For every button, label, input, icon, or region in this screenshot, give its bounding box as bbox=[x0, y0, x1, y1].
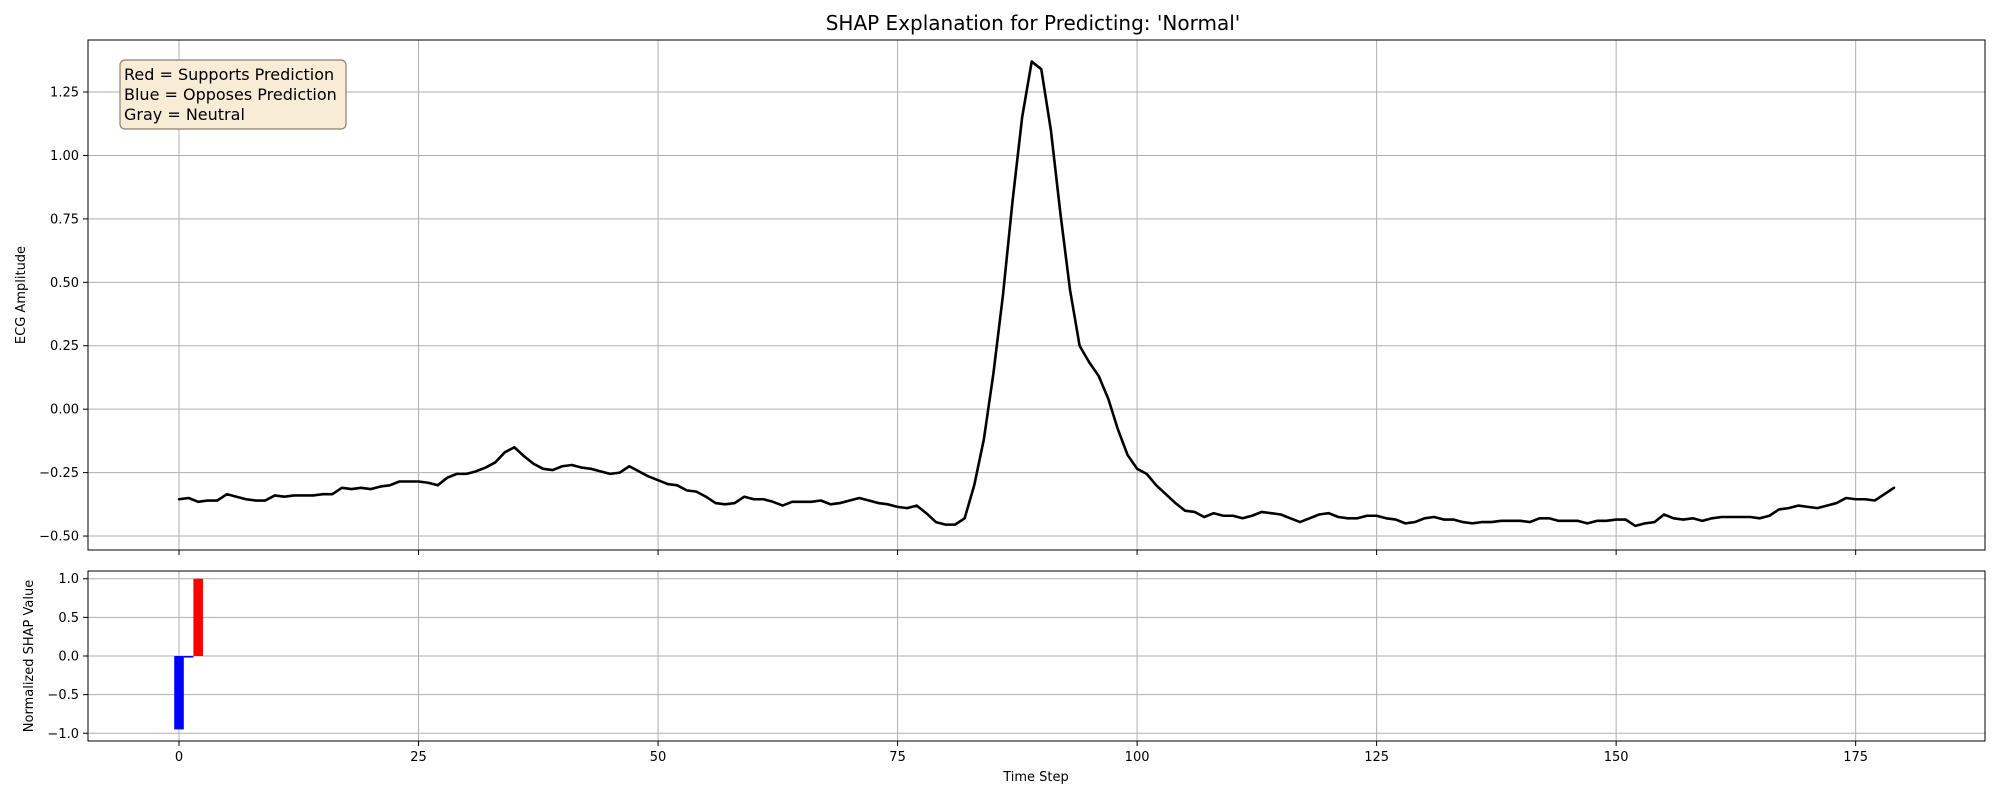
x-tick-label: 50 bbox=[650, 750, 667, 765]
shap-y-ticks: −1.0 −0.5 0.0 0.5 1.0 bbox=[47, 572, 88, 742]
ecg-y-tick-label: 0.50 bbox=[50, 276, 79, 291]
chart-title: SHAP Explanation for Predicting: 'Normal… bbox=[826, 11, 1241, 35]
shap-bar bbox=[174, 656, 184, 730]
shap-grid bbox=[88, 571, 1985, 741]
ecg-y-tick-label: −0.50 bbox=[39, 530, 79, 545]
ecg-x-ticks bbox=[178, 550, 1857, 555]
ecg-y-tick-label: 0.25 bbox=[50, 339, 79, 354]
x-axis-label: Time Step bbox=[1002, 770, 1069, 785]
legend-box: Red = Supports Prediction Blue = Opposes… bbox=[119, 59, 347, 130]
shap-panel-frame bbox=[87, 570, 1986, 742]
shap-y-tick-label: −1.0 bbox=[47, 727, 79, 742]
x-tick-label: 125 bbox=[1364, 750, 1389, 765]
legend-neutral-text: Gray = Neutral bbox=[124, 105, 245, 124]
shap-y-tick-label: 0.0 bbox=[58, 650, 79, 665]
shap-y-tick-label: 1.0 bbox=[58, 572, 79, 587]
x-tick-label: 150 bbox=[1604, 750, 1629, 765]
ecg-y-tick-label: 1.25 bbox=[50, 86, 79, 101]
shap-panel: 0 25 50 75 100 125 150 175 −1.0 −0.5 0.0 0.5 1.0 No… bbox=[22, 570, 1986, 785]
ecg-y-tick-label: 1.00 bbox=[50, 149, 79, 164]
x-tick-label: 75 bbox=[889, 750, 906, 765]
x-tick-label: 0 bbox=[175, 750, 183, 765]
shap-y-tick-label: 0.5 bbox=[58, 611, 79, 626]
ecg-y-ticks: −0.50 −0.25 0.00 0.25 0.50 0.75 1.00 1.25 bbox=[39, 86, 88, 545]
ecg-panel-frame bbox=[87, 39, 1986, 551]
legend-supports-text: Red = Supports Prediction bbox=[124, 65, 334, 84]
shap-bar bbox=[193, 578, 203, 656]
shap-bars bbox=[174, 578, 203, 730]
ecg-panel: −0.50 −0.25 0.00 0.25 0.50 0.75 1.00 1.25 ECG A… bbox=[14, 39, 1986, 555]
legend-opposes-text: Blue = Opposes Prediction bbox=[124, 85, 337, 104]
ecg-y-tick-label: 0.00 bbox=[50, 403, 79, 418]
shap-x-ticks: 0 25 50 75 100 125 150 175 bbox=[175, 741, 1868, 765]
x-tick-label: 175 bbox=[1843, 750, 1868, 765]
shap-bar bbox=[183, 656, 194, 658]
ecg-y-tick-label: −0.25 bbox=[39, 466, 79, 481]
legend-background bbox=[119, 59, 347, 130]
x-tick-label: 100 bbox=[1125, 750, 1150, 765]
ecg-y-axis-label: ECG Amplitude bbox=[14, 246, 29, 344]
ecg-grid bbox=[88, 40, 1985, 550]
shap-y-axis-label: Normalized SHAP Value bbox=[22, 580, 37, 732]
x-tick-label: 25 bbox=[410, 750, 427, 765]
ecg-signal-line bbox=[177, 60, 1896, 528]
ecg-y-tick-label: 0.75 bbox=[50, 212, 79, 227]
shap-y-tick-label: −0.5 bbox=[47, 688, 79, 703]
